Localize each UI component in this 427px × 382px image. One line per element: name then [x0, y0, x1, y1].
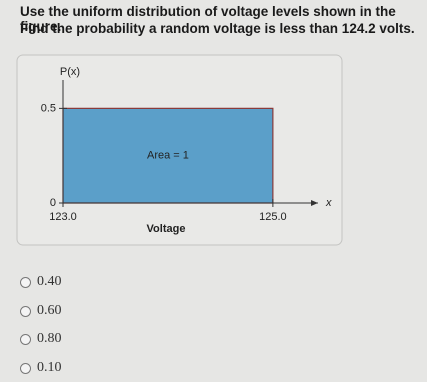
- y-tick-label: 0.5: [41, 102, 56, 114]
- x-axis-symbol: x: [325, 197, 332, 209]
- x-axis-label: Voltage: [147, 223, 186, 235]
- chart: P(x) Voltage x 0 0.5 123.0 125.0 Area = 1: [16, 54, 343, 246]
- annotation: Area = 1: [147, 150, 189, 162]
- option-text: 0.80: [37, 331, 62, 346]
- option[interactable]: 0.40: [20, 274, 62, 290]
- option[interactable]: 0.10: [20, 360, 62, 376]
- question-line: Find the probability a random voltage is…: [20, 21, 415, 36]
- question-line: Use the uniform distribution of voltage …: [20, 4, 396, 34]
- option[interactable]: 0.60: [20, 303, 62, 319]
- y-axis-label: P(x): [60, 66, 80, 78]
- x-axis-arrow: [311, 200, 318, 206]
- option-text: 0.10: [37, 360, 62, 375]
- y-tick-label: 0: [50, 197, 56, 209]
- option-text: 0.40: [37, 274, 62, 289]
- x-tick-label: 125.0: [259, 211, 287, 223]
- x-tick-label: 123.0: [49, 211, 77, 223]
- option[interactable]: 0.80: [20, 331, 62, 347]
- option-text: 0.60: [37, 303, 62, 318]
